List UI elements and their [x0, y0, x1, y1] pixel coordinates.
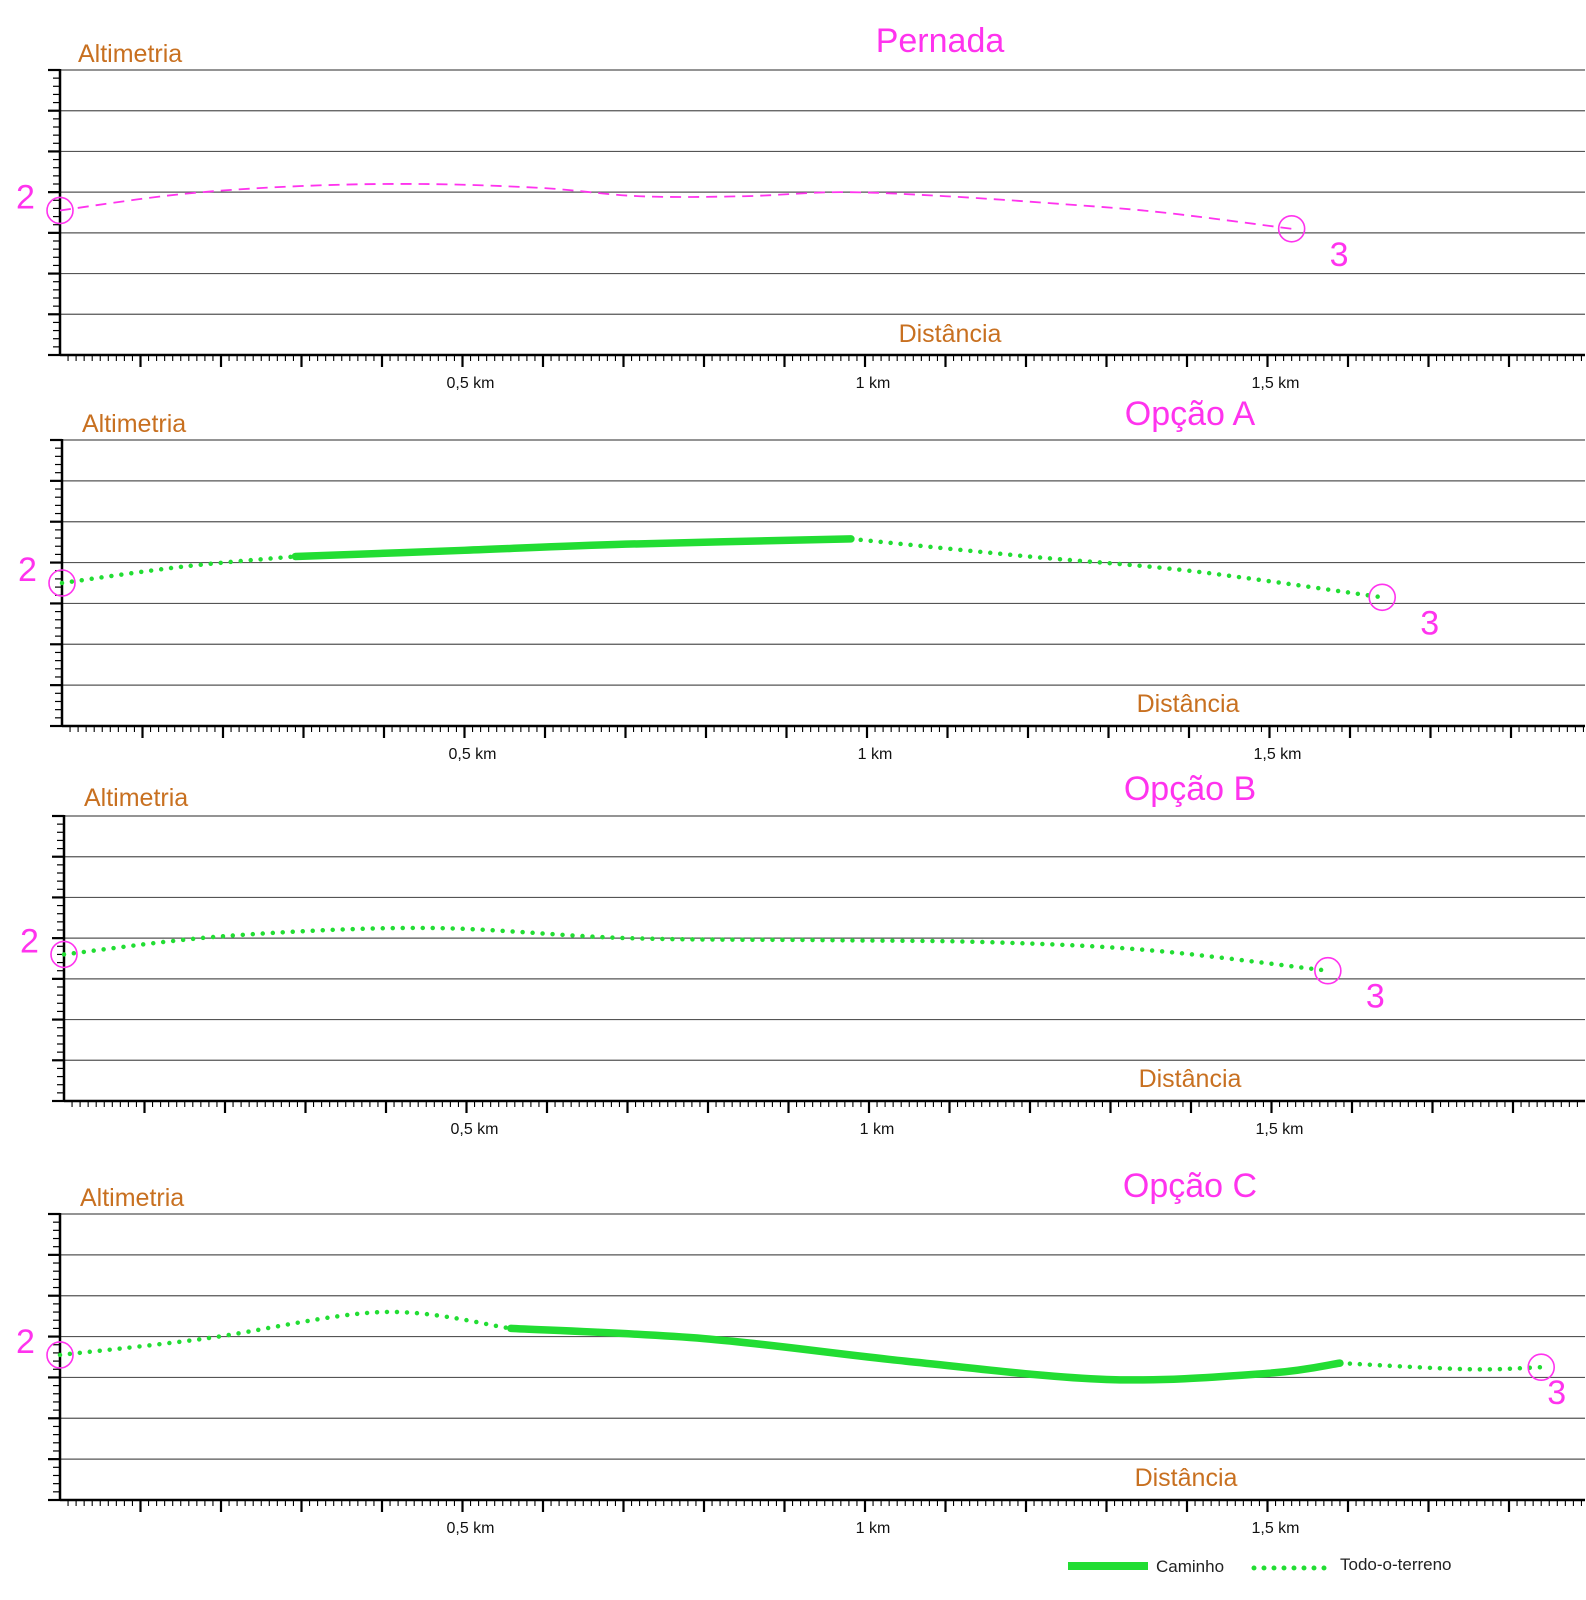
x-tick-label: 1,5 km	[1255, 1121, 1303, 1138]
x-tick-label: 1,5 km	[1251, 375, 1299, 392]
start-point-marker	[50, 940, 78, 969]
start-point-label: 2	[20, 922, 39, 960]
profile-panel-1: 0,5 km 1 km 1,5 km Pernada Altimetria Distânc…	[16, 22, 1585, 392]
series-line-caminho-2	[507, 1324, 1344, 1384]
legend-caminho-label: Caminho	[1156, 1557, 1224, 1576]
chart-title: Pernada	[876, 22, 1005, 60]
x-tick-label: 1,5 km	[1251, 1520, 1299, 1537]
end-point-marker	[1314, 956, 1342, 985]
x-tick-label: 1 km	[858, 746, 893, 763]
x-tick-label: 0,5 km	[450, 1121, 498, 1138]
end-point-label: 3	[1547, 1374, 1566, 1412]
legend: Caminho Todo-o-terreno	[1068, 1555, 1452, 1576]
x-axis-ticks	[67, 355, 1582, 367]
profile-panel-2: 0,5 km 1 km 1,5 km Opção A Altimetria Distânc…	[18, 395, 1585, 763]
x-tick-label: 1,5 km	[1253, 746, 1301, 763]
x-tick-label: 1 km	[856, 1520, 891, 1537]
start-point-marker	[46, 196, 74, 225]
series-line-pernada-1	[59, 183, 1292, 230]
x-axis-ticks	[69, 726, 1584, 738]
x-axis-ticks	[67, 1500, 1582, 1512]
series-line-todo-o-terreno-1	[61, 925, 1331, 973]
x-axis-label: Distância	[1135, 1464, 1238, 1492]
end-point-marker	[1527, 1353, 1555, 1382]
x-tick-label: 1 km	[860, 1121, 895, 1138]
series-line-todo-o-terreno-1	[59, 554, 298, 586]
chart-title: Opção B	[1124, 770, 1256, 808]
y-axis-ticks	[48, 68, 60, 357]
x-tick-label: 0,5 km	[448, 746, 496, 763]
y-axis-label: Altimetria	[84, 784, 188, 812]
y-axis-label: Altimetria	[80, 1184, 184, 1212]
start-point-label: 2	[16, 178, 35, 216]
end-point-marker	[1368, 583, 1396, 612]
x-tick-label: 0,5 km	[446, 1520, 494, 1537]
end-point-label: 3	[1366, 978, 1385, 1016]
legend-todo-o-terreno-label: Todo-o-terreno	[1340, 1555, 1452, 1574]
start-point-marker	[46, 1341, 74, 1369]
chart-title: Opção A	[1125, 395, 1256, 433]
series-line-todo-o-terreno-3	[848, 536, 1385, 600]
start-point-label: 2	[18, 551, 37, 589]
series-line-todo-o-terreno-3	[1337, 1360, 1544, 1372]
y-axis-label: Altimetria	[78, 40, 182, 68]
y-axis-ticks	[52, 814, 64, 1103]
profile-panel-3: 0,5 km 1 km 1,5 km Opção B Altimetria Distânc…	[20, 770, 1585, 1138]
x-tick-label: 1 km	[856, 375, 891, 392]
x-axis-label: Distância	[899, 320, 1002, 348]
end-point-marker	[1277, 214, 1306, 243]
series-line-todo-o-terreno-1	[57, 1309, 514, 1358]
x-tick-label: 0,5 km	[446, 375, 494, 392]
x-axis-ticks	[71, 1101, 1578, 1113]
series-line-caminho-2	[291, 535, 855, 561]
profile-panels: 0,5 km 1 km 1,5 km Pernada Altimetria Distânc…	[16, 22, 1585, 1537]
end-point-label: 3	[1420, 604, 1439, 642]
x-axis-label: Distância	[1137, 690, 1240, 718]
chart-title: Opção C	[1123, 1167, 1257, 1205]
profile-panel-4: 0,5 km 1 km 1,5 km Opção C Altimetria Distânc…	[16, 1167, 1585, 1537]
end-point-label: 3	[1330, 236, 1349, 274]
y-axis-ticks	[48, 1212, 60, 1502]
start-point-label: 2	[16, 1323, 35, 1361]
x-axis-label: Distância	[1139, 1065, 1242, 1093]
y-axis-label: Altimetria	[82, 410, 186, 438]
start-point-marker	[48, 569, 76, 597]
